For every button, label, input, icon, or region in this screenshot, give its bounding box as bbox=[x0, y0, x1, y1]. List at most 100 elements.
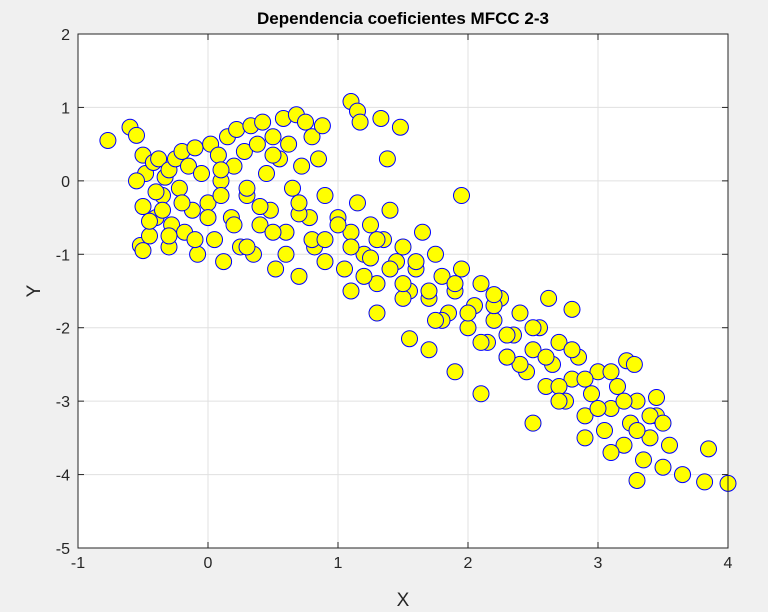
scatter-point bbox=[615, 436, 633, 454]
scatter-point bbox=[485, 311, 503, 329]
scatter-point bbox=[180, 157, 197, 175]
scatter-point bbox=[378, 150, 396, 168]
scatter-point bbox=[407, 253, 425, 271]
y-axis-label: Y bbox=[24, 284, 45, 297]
scatter-point bbox=[550, 333, 568, 351]
scatter-point bbox=[128, 126, 145, 144]
scatter-point bbox=[563, 341, 581, 359]
scatter-point bbox=[186, 139, 204, 157]
scatter-point bbox=[280, 135, 298, 153]
scatter-point bbox=[524, 414, 542, 432]
scatter-point bbox=[99, 131, 117, 149]
y-tick-label: -2 bbox=[56, 321, 70, 338]
y-tick-label: -4 bbox=[56, 468, 70, 485]
y-tick-label: 2 bbox=[61, 27, 70, 44]
scatter-point bbox=[316, 231, 334, 249]
scatter-point bbox=[498, 326, 516, 344]
scatter-point bbox=[661, 436, 678, 454]
scatter-point bbox=[254, 113, 272, 131]
scatter-point bbox=[696, 473, 714, 491]
x-tick-label: 3 bbox=[594, 555, 603, 572]
scatter-point bbox=[511, 355, 529, 373]
scatter-point bbox=[427, 311, 444, 329]
scatter-point bbox=[264, 146, 282, 164]
scatter-point bbox=[472, 333, 490, 351]
scatter-point bbox=[329, 216, 347, 234]
scatter-point bbox=[209, 146, 227, 164]
scatter-point bbox=[550, 377, 568, 395]
x-tick-labels: -1 0 1 2 3 4 bbox=[71, 555, 733, 572]
scatter-point bbox=[342, 238, 360, 256]
scatter-point bbox=[654, 414, 672, 432]
scatter-point bbox=[420, 282, 438, 300]
scatter-point bbox=[351, 113, 369, 131]
scatter-point bbox=[316, 187, 334, 205]
scatter-point bbox=[394, 275, 412, 293]
scatter-point bbox=[628, 422, 646, 440]
scatter-point bbox=[563, 300, 581, 318]
y-tick-label: -1 bbox=[56, 247, 70, 264]
scatter-point bbox=[212, 187, 230, 205]
scatter-point bbox=[368, 275, 386, 293]
scatter-point bbox=[427, 245, 444, 263]
scatter-points bbox=[99, 93, 737, 492]
scatter-point bbox=[128, 172, 145, 190]
x-axis-label: X bbox=[397, 590, 410, 611]
scatter-point bbox=[290, 194, 308, 212]
scatter-point bbox=[150, 150, 168, 168]
scatter-point bbox=[238, 238, 256, 256]
scatter-point bbox=[654, 458, 672, 476]
scatter-point bbox=[524, 319, 542, 337]
scatter-point bbox=[251, 198, 269, 216]
scatter-point bbox=[277, 245, 295, 263]
y-tick-label: -3 bbox=[56, 394, 70, 411]
scatter-point bbox=[248, 135, 266, 153]
scatter-point bbox=[141, 227, 158, 245]
scatter-point bbox=[576, 407, 594, 425]
scatter-point bbox=[615, 392, 633, 410]
scatter-point bbox=[641, 407, 659, 425]
scatter-point bbox=[225, 216, 243, 234]
scatter-point bbox=[212, 161, 230, 179]
y-tick-label: 1 bbox=[61, 100, 70, 117]
scatter-point bbox=[147, 183, 165, 201]
x-tick-label: -1 bbox=[71, 555, 85, 572]
scatter-point bbox=[170, 179, 188, 197]
scatter-point bbox=[391, 118, 409, 136]
scatter-point bbox=[700, 440, 717, 458]
scatter-point bbox=[453, 260, 470, 278]
scatter-point bbox=[368, 304, 386, 322]
scatter-point bbox=[648, 388, 665, 406]
scatter-point bbox=[485, 286, 503, 304]
scatter-point bbox=[238, 179, 256, 197]
scatter-point bbox=[368, 231, 386, 249]
scatter-point bbox=[251, 216, 269, 234]
axes-box bbox=[77, 33, 729, 549]
scatter-point bbox=[293, 157, 311, 175]
x-tick-label: 2 bbox=[464, 555, 473, 572]
scatter-point bbox=[401, 330, 418, 348]
scatter-point bbox=[264, 223, 282, 241]
scatter-point bbox=[355, 267, 373, 285]
scatter-point bbox=[414, 223, 431, 241]
scatter-point bbox=[372, 109, 390, 127]
scatter-point bbox=[316, 253, 334, 271]
scatter-point bbox=[602, 444, 620, 462]
chart-title: Dependencia coeficientes MFCC 2-3 bbox=[257, 9, 549, 28]
scatter-point bbox=[576, 370, 594, 388]
scatter-point bbox=[290, 267, 308, 285]
scatter-point bbox=[628, 471, 646, 489]
scatter-point bbox=[193, 165, 210, 183]
scatter-point bbox=[336, 260, 353, 278]
scatter-point bbox=[537, 348, 555, 366]
scatter-point bbox=[576, 429, 594, 447]
scatter-point bbox=[641, 429, 659, 447]
scatter-point bbox=[472, 275, 490, 293]
scatter-point bbox=[215, 253, 233, 271]
scatter-point bbox=[550, 392, 568, 410]
scatter-point bbox=[264, 128, 282, 146]
scatter-point bbox=[206, 231, 223, 249]
scatter-point bbox=[420, 341, 438, 359]
scatter-point bbox=[310, 150, 327, 168]
y-tick-label: -5 bbox=[56, 541, 70, 558]
